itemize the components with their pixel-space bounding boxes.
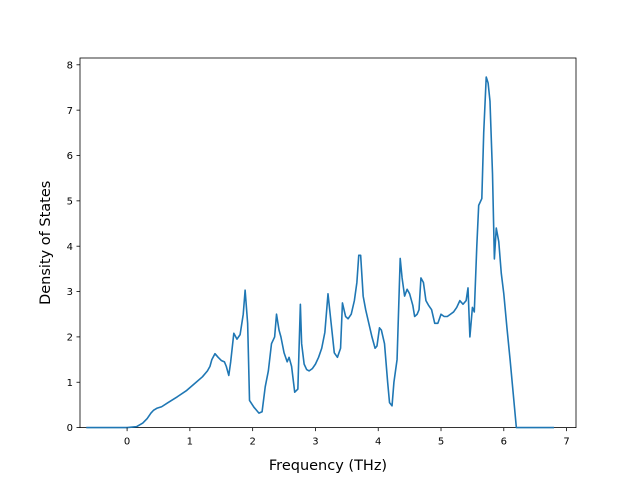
y-tick-label: 5 — [67, 196, 73, 207]
x-axis-title: Frequency (THz) — [269, 458, 387, 474]
x-tick-label: 3 — [312, 437, 318, 448]
y-tick-label: 4 — [67, 242, 73, 253]
plot-area-frame — [79, 57, 577, 429]
y-tick-label: 8 — [67, 60, 73, 71]
y-tick-label: 3 — [67, 287, 73, 298]
x-tick-label: 0 — [124, 437, 130, 448]
x-tick-label: 4 — [375, 437, 381, 448]
x-axis-ticks: 0 1 2 3 4 5 6 7 — [124, 427, 570, 448]
series-line-1 — [86, 76, 555, 429]
x-tick-label: 2 — [249, 437, 255, 448]
y-axis-ticks: 0 1 2 3 4 5 6 7 8 — [67, 60, 80, 434]
x-tick-label: 6 — [501, 437, 507, 448]
x-tick-label: 1 — [187, 437, 193, 448]
x-tick-label: 7 — [563, 437, 569, 448]
y-tick-label: 2 — [67, 333, 73, 344]
y-tick-label: 1 — [67, 378, 73, 389]
y-axis-title: Density of States — [38, 181, 54, 305]
y-tick-label: 6 — [67, 151, 73, 162]
y-tick-label: 7 — [67, 106, 73, 117]
y-tick-label: 0 — [67, 423, 73, 434]
x-tick-label: 5 — [438, 437, 444, 448]
series-layer — [86, 76, 555, 429]
